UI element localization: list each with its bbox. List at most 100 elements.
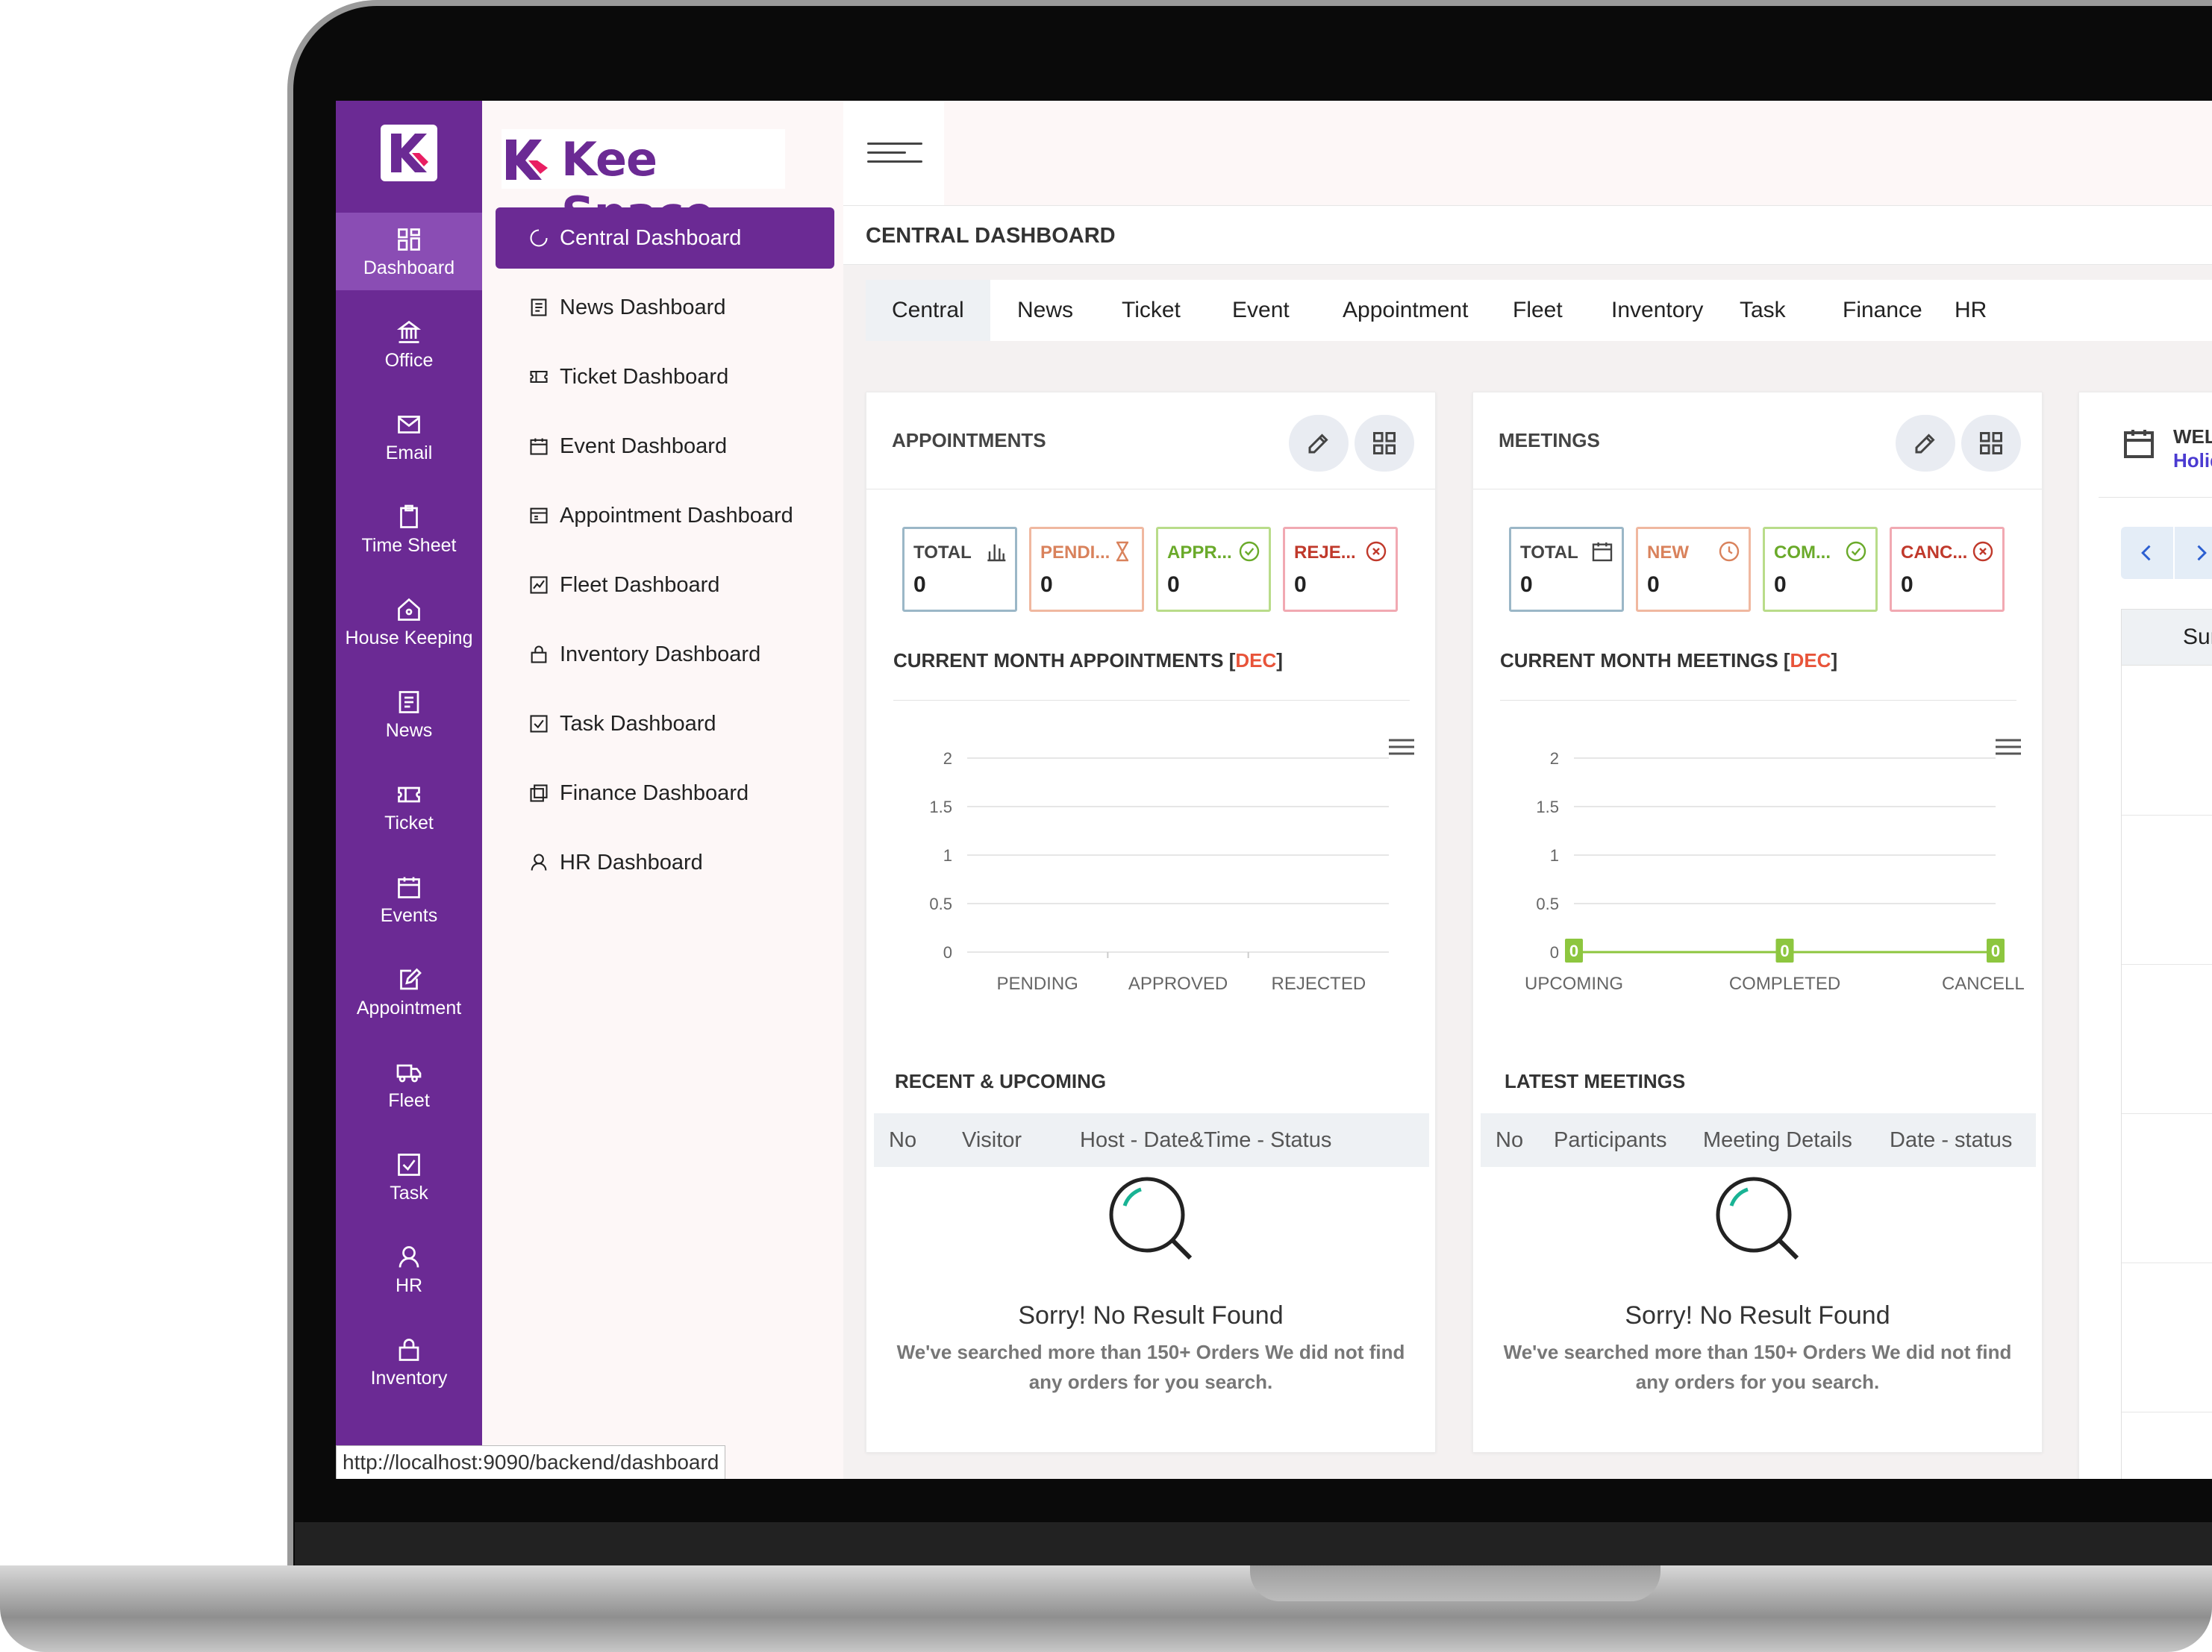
rail-item-inventory[interactable]: Inventory	[336, 1323, 482, 1401]
edit-button[interactable]	[1289, 415, 1349, 472]
stat-value: 0	[1294, 572, 1307, 597]
stat-value: 0	[1647, 572, 1660, 597]
edit-button[interactable]	[1896, 415, 1955, 472]
tab-finance[interactable]: Finance	[1843, 298, 1922, 322]
user-icon	[399, 1246, 419, 1268]
stat-card-new[interactable]: NEW 0	[1636, 527, 1751, 612]
menu-item-label: Central Dashboard	[560, 225, 742, 250]
stat-value: 0	[1774, 572, 1787, 597]
calendar-icon	[530, 438, 548, 455]
stat-card-com[interactable]: COM... 0	[1763, 527, 1878, 612]
rail-item-label: Fleet	[388, 1090, 430, 1111]
calendar-row-line	[2122, 815, 2212, 816]
rail-item-dashboard[interactable]: Dashboard	[336, 213, 482, 290]
tab-appointment[interactable]: Appointment	[1343, 298, 1469, 322]
menu-item-central-dashboard[interactable]: Central Dashboard	[496, 207, 834, 269]
tab-event[interactable]: Event	[1232, 298, 1290, 322]
grid-icon	[1373, 432, 1396, 454]
hamburger-line	[867, 151, 906, 154]
rail-item-time-sheet[interactable]: Time Sheet	[336, 490, 482, 568]
stat-card-total[interactable]: TOTAL 0	[902, 527, 1017, 612]
chart-title: CURRENT MONTH APPOINTMENTS [DEC]	[893, 649, 1283, 672]
stat-label: REJE...	[1294, 542, 1356, 563]
tab-inventory[interactable]: Inventory	[1611, 298, 1704, 322]
menu-item-finance-dashboard[interactable]: Finance Dashboard	[496, 763, 834, 824]
next-month-button[interactable]	[2175, 527, 2212, 579]
rail-item-appointment[interactable]: Appointment	[336, 953, 482, 1030]
prev-month-button[interactable]	[2121, 527, 2173, 579]
column-header: Date - status	[1890, 1128, 2013, 1152]
data-label-box	[1987, 939, 2005, 963]
rail-item-label: House Keeping	[345, 628, 473, 648]
chart-month: DEC	[1790, 649, 1831, 672]
y-tick-label: 0	[1550, 943, 1559, 962]
laptop-base	[0, 1565, 2212, 1652]
stat-label: PENDI...	[1040, 542, 1110, 563]
menu-item-label: Ticket Dashboard	[560, 364, 729, 389]
stat-card-pendi[interactable]: PENDI... 0	[1029, 527, 1144, 612]
rail-item-label: Events	[380, 905, 438, 926]
search-icon	[1109, 1177, 1193, 1260]
rail-item-fleet[interactable]: Fleet	[336, 1045, 482, 1123]
checkbox-icon	[398, 1154, 420, 1176]
stat-value: 0	[1901, 572, 1913, 597]
x-circle-icon	[1366, 541, 1387, 562]
layout-button[interactable]	[1961, 415, 2021, 472]
tab-hr[interactable]: HR	[1955, 298, 1987, 322]
tab-ticket[interactable]: Ticket	[1122, 298, 1181, 322]
stat-card-appr[interactable]: APPR... 0	[1156, 527, 1271, 612]
grid-icon	[1980, 432, 2002, 454]
rail-item-email[interactable]: Email	[336, 398, 482, 475]
menu-item-event-dashboard[interactable]: Event Dashboard	[496, 416, 834, 477]
calendar-row-line	[2122, 1113, 2212, 1114]
tab-news[interactable]: News	[1017, 298, 1074, 322]
appointments-card: APPOINTMENTS TOTAL 0 PENDI... 0 APPR... 0 REJE…	[866, 392, 1436, 1453]
y-tick-label: 2	[943, 749, 952, 768]
menu-item-task-dashboard[interactable]: Task Dashboard	[496, 693, 834, 754]
stat-card-canc[interactable]: CANC... 0	[1890, 527, 2005, 612]
column-header: Host - Date&Time - Status	[1080, 1128, 1332, 1152]
menu-item-hr-dashboard[interactable]: HR Dashboard	[496, 832, 834, 893]
menu-item-label: News Dashboard	[560, 295, 726, 319]
rail-item-news[interactable]: News	[336, 675, 482, 753]
recent-upcoming-title: RECENT & UPCOMING	[895, 1070, 1107, 1092]
menu-item-ticket-dashboard[interactable]: Ticket Dashboard	[496, 346, 834, 407]
pencil-icon	[1915, 434, 1935, 454]
menu-item-fleet-dashboard[interactable]: Fleet Dashboard	[496, 554, 834, 616]
tab-fleet[interactable]: Fleet	[1513, 298, 1563, 322]
building-icon	[396, 320, 422, 343]
brand-logo[interactable]: Kee Space	[502, 129, 785, 241]
stat-card-total[interactable]: TOTAL 0	[1509, 527, 1624, 612]
data-label-box	[1775, 939, 1794, 963]
tab-central[interactable]: Central	[866, 280, 990, 341]
copy-icon	[530, 784, 548, 802]
laptop-notch	[1250, 1565, 1660, 1601]
y-tick-label: 1.5	[1536, 798, 1559, 816]
user-icon	[531, 854, 547, 871]
divider	[1500, 700, 2016, 701]
rail-item-office[interactable]: Office	[336, 305, 482, 383]
rail-item-hr[interactable]: HR	[336, 1230, 482, 1308]
brand-logo-icon[interactable]	[379, 123, 439, 183]
stat-label: TOTAL	[913, 542, 972, 563]
rail-item-events[interactable]: Events	[336, 860, 482, 938]
menu-item-news-dashboard[interactable]: News Dashboard	[496, 277, 834, 338]
chart-title-close: ]	[1831, 649, 1838, 672]
ticket-icon	[530, 370, 548, 384]
rail-item-ticket[interactable]: Ticket	[336, 768, 482, 845]
menu-item-label: Inventory Dashboard	[560, 642, 761, 666]
stat-label: APPR...	[1167, 542, 1232, 563]
layout-button[interactable]	[1355, 415, 1414, 472]
empty-state-title: Sorry! No Result Found	[1018, 1301, 1284, 1330]
rail-item-house-keeping[interactable]: House Keeping	[336, 583, 482, 660]
meetings-chart: 21.510.50000UPCOMINGCOMPLETEDCANCELLED	[1525, 739, 2025, 994]
menu-toggle-button[interactable]	[843, 101, 944, 205]
menu-item-appointment-dashboard[interactable]: Appointment Dashboard	[496, 485, 834, 546]
card-header: MEETINGS	[1473, 392, 2042, 489]
rail-item-task[interactable]: Task	[336, 1138, 482, 1215]
menu-item-inventory-dashboard[interactable]: Inventory Dashboard	[496, 624, 834, 685]
x-tick-label: UPCOMING	[1525, 974, 1623, 994]
holiday-link[interactable]: Holida	[2173, 449, 2212, 472]
tab-task[interactable]: Task	[1740, 298, 1786, 322]
stat-card-reje[interactable]: REJE... 0	[1283, 527, 1398, 612]
